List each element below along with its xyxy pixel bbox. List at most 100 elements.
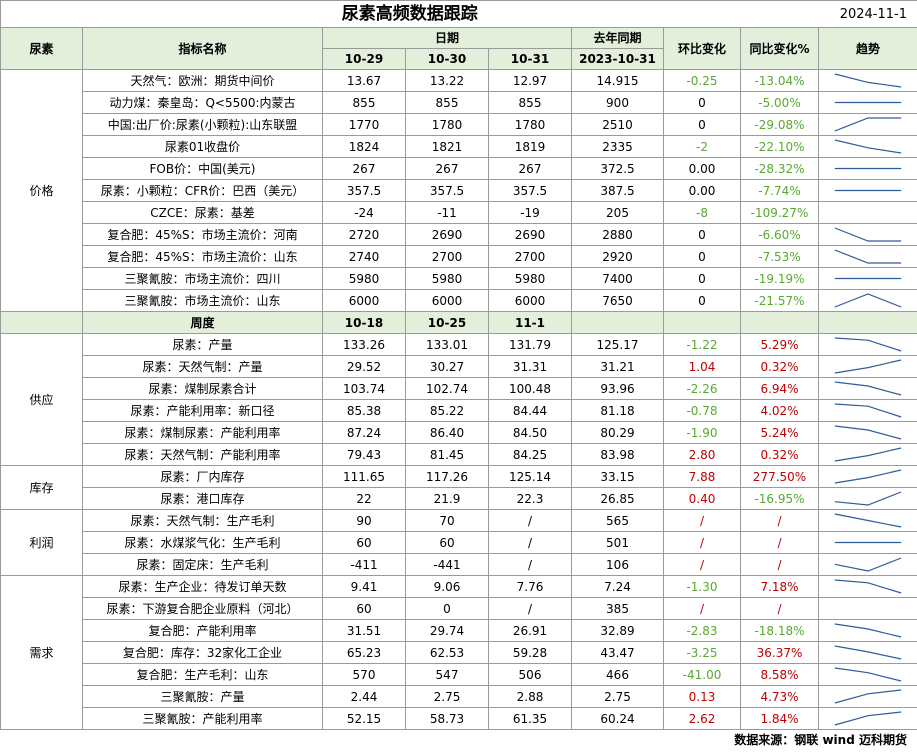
value-cell: 6000 [322,289,406,312]
yoy-cell: -16.95% [740,487,819,510]
value-cell: / [488,597,572,620]
table-row: 尿素：天然气制：产能利用率 79.43 81.45 84.25 83.98 2.80 0.3… [1,443,917,466]
category-label: 价格 [0,69,83,312]
trend-cell [818,685,917,708]
value-cell: 6000 [488,289,572,312]
indicator-name: 复合肥：45%S：市场主流价：河南 [82,223,323,246]
value-cell: 61.35 [488,707,572,730]
value-cell: 267 [322,157,406,180]
sparkline [834,117,902,132]
data-table: 尿素高频数据跟踪 2024-11-1 尿素 指标名称 日期 去年同期 环比变化 … [0,0,917,730]
sparkline [834,645,902,660]
trend-cell [818,641,917,664]
table-row: 尿素：小颗粒：CFR价：巴西（美元） 357.5 357.5 357.5 387.5 0.… [1,179,917,202]
weekly-date: 10-25 [405,311,489,334]
value-cell: 1780 [488,113,572,136]
trend-cell [818,487,917,510]
last-year-cell: 14.915 [571,69,664,92]
value-cell: 357.5 [322,179,406,202]
yoy-cell: -7.53% [740,245,819,268]
value-cell: 2740 [322,245,406,268]
sparkline-line [834,139,902,154]
last-year-cell: 7.24 [571,575,664,598]
trend-cell [818,707,917,730]
header-mom: 环比变化 [663,27,741,70]
trend-cell [818,377,917,400]
indicator-name: 尿素：煤制尿素合计 [82,377,323,400]
mom-cell: 0.40 [663,487,741,510]
table-row: 尿素：煤制尿素合计 103.74 102.74 100.48 93.96 -2.26 6.9… [1,377,917,400]
mom-cell: -1.30 [663,575,741,598]
value-cell: 1821 [405,135,489,158]
last-year-cell: 31.21 [571,355,664,378]
last-year-cell: 26.85 [571,487,664,510]
indicator-name: 三聚氰胺：市场主流价：山东 [82,289,323,312]
last-year-cell: 125.17 [571,333,664,356]
value-cell: 81.45 [405,443,489,466]
value-cell: 84.25 [488,443,572,466]
sparkline [834,167,902,170]
header-last-year: 去年同期 [571,27,664,49]
sparkline-line [834,513,902,528]
mom-cell: / [663,531,741,554]
trend-cell [818,223,917,246]
last-year-cell: 93.96 [571,377,664,400]
yoy-cell: 277.50% [740,465,819,488]
value-cell: 29.52 [322,355,406,378]
mom-cell: -1.90 [663,421,741,444]
sparkline-line [834,645,902,660]
sparkline-line [834,293,902,308]
value-cell: 60 [322,597,406,620]
yoy-cell: 7.18% [740,575,819,598]
trend-cell [818,355,917,378]
last-year-cell: 83.98 [571,443,664,466]
value-cell: 22 [322,487,406,510]
trend-cell [818,267,917,290]
sparkline [834,277,902,280]
last-year-cell: 43.47 [571,641,664,664]
table-row: 动力煤：秦皇岛：Q<5500:内蒙古 855 855 855 900 0 -5.00% [1,91,917,114]
table-row: 利润 尿素：天然气制：生产毛利 90 70/565// [0,509,917,576]
value-cell: 30.27 [405,355,489,378]
category-label: 库存 [0,465,83,510]
value-cell: 29.74 [405,619,489,642]
sparkline-line [834,579,902,594]
trend-cell [818,531,917,554]
sparkline-line [834,403,902,418]
value-cell: 85.38 [322,399,406,422]
indicator-name: CZCE：尿素：基差 [82,201,323,224]
sparkline [834,541,902,544]
header-last-year-date: 2023-10-31 [571,48,664,70]
yoy-cell: -6.60% [740,223,819,246]
value-cell: 117.26 [405,465,489,488]
weekly-label: 周度 [82,311,323,334]
sparkline [834,73,902,88]
trend-cell [818,421,917,444]
value-cell: 84.50 [488,421,572,444]
sparkline [834,101,902,104]
value-cell: 58.73 [405,707,489,730]
indicator-name: 尿素：产能利用率：新口径 [82,399,323,422]
value-cell: 7.76 [488,575,572,598]
value-cell: 111.65 [322,465,406,488]
indicator-name: 尿素：下游复合肥企业原料（河北） [82,597,323,620]
last-year-cell: 33.15 [571,465,664,488]
table-row: 尿素：港口库存 22 21.9 22.3 26.85 0.40 -16.95% [1,487,917,510]
yoy-cell: / [740,597,819,620]
sparkline [834,381,902,396]
sparkline-line [834,249,902,264]
value-cell: -411 [322,553,406,576]
report-date: 2024-11-1 [818,0,917,28]
table-row: 复合肥：生产毛利：山东 570 547 506 466 -41.00 8.58% [1,663,917,686]
yoy-cell: 4.02% [740,399,819,422]
mom-cell: 2.62 [663,707,741,730]
last-year-cell: 565 [571,509,664,532]
header-indicator: 指标名称 [82,27,323,70]
value-cell: 87.24 [322,421,406,444]
sparkline [834,579,902,594]
indicator-name: 尿素：生产企业：待发订单天数 [82,575,323,598]
value-cell: 2720 [322,223,406,246]
value-cell: 2.88 [488,685,572,708]
sparkline [834,139,902,154]
last-year-cell: 501 [571,531,664,554]
